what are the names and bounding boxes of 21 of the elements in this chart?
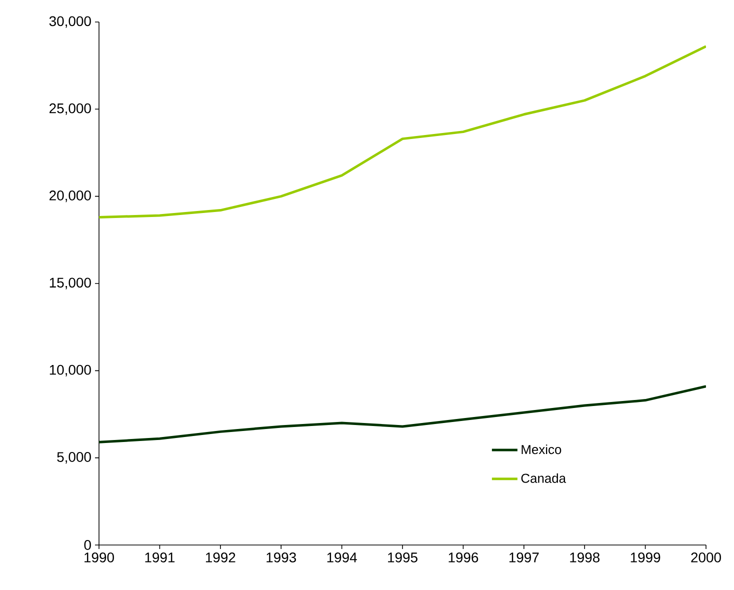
y-tick-label: 0 [84,540,91,550]
legend-label: Mexico [522,444,562,454]
y-tick-label: 25,000 [50,103,91,115]
x-tick-label: 1995 [388,552,418,562]
x-tick-label: 1998 [570,552,600,562]
x-tick-label: 2000 [691,552,721,562]
x-tick-label: 1996 [448,552,478,562]
line-series [99,45,706,218]
y-tick-label: 15,000 [50,278,91,290]
x-tick-label: 1992 [206,552,236,562]
x-tick-label: 1997 [509,552,539,562]
y-tick-label: 10,000 [50,364,91,376]
x-tick-label: 1991 [145,552,175,562]
x-tick-label: 1999 [630,552,660,562]
legend-label: Canada [521,473,566,483]
x-tick-label: 1994 [327,552,357,562]
x-tick-label: 1993 [266,552,296,562]
x-tick-label: 1990 [84,552,114,562]
y-tick-label: 20,000 [50,190,91,202]
y-tick-label: 30,000 [49,16,91,28]
y-tick-label: 5,000 [57,452,91,464]
